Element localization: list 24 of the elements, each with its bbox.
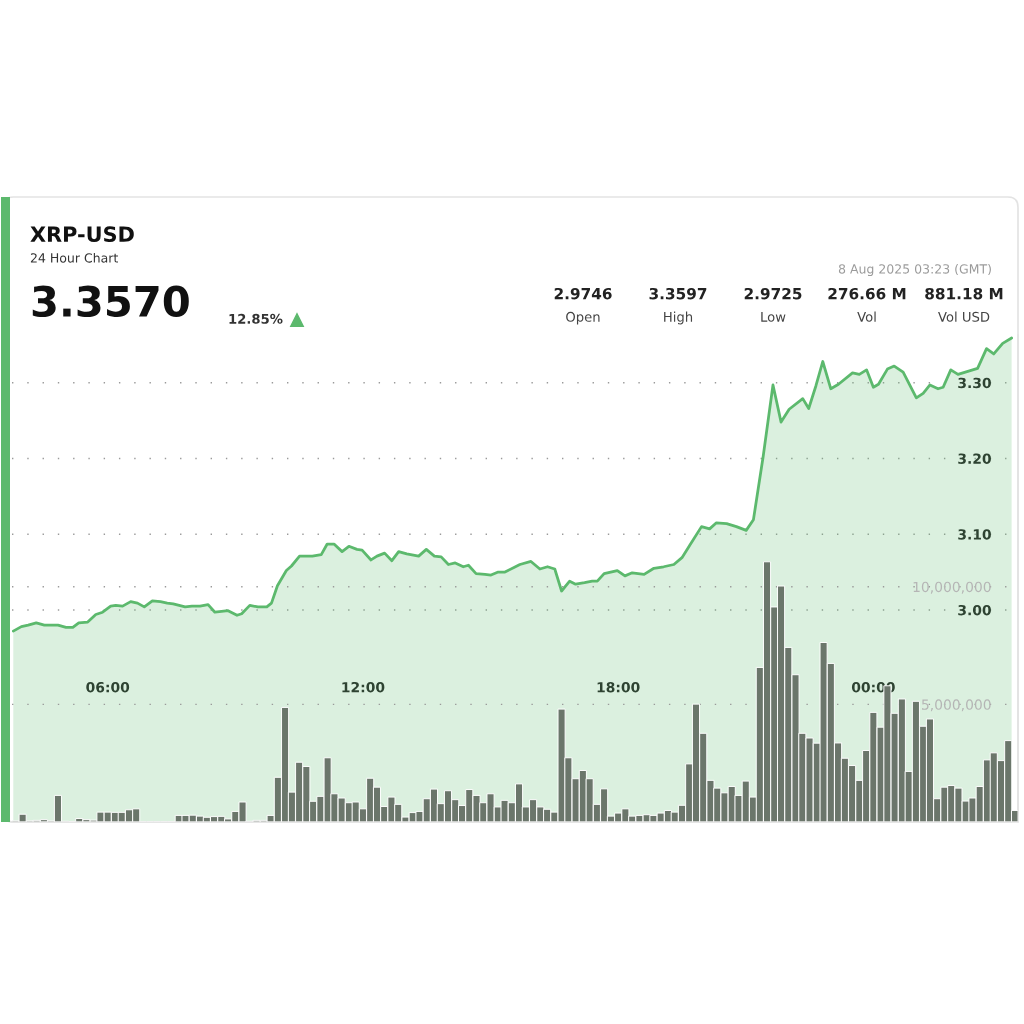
text: 3.3570 [32, 285, 189, 318]
chart-title: XRP-USD [30, 226, 134, 243]
text: Vol USD [938, 311, 990, 322]
text: 2.9725 [744, 287, 802, 300]
text: 881.18 M [925, 287, 1003, 300]
y2-tick-label: 5,000,000 [922, 699, 991, 712]
text: High [664, 311, 693, 325]
text: 3.3597 [649, 287, 707, 300]
text: 2.9746 [554, 287, 612, 300]
y-tick-label: 3.10 [958, 529, 991, 540]
x-tick-label: 06:00 [86, 681, 130, 693]
text: 8 Aug 2025 03:23 (GMT) [838, 263, 991, 277]
y2-tick-label: 10,000,000 [913, 581, 991, 594]
text: Open [566, 311, 600, 325]
text: 12.85% [229, 313, 283, 324]
text: Low [761, 312, 786, 322]
x-tick-label: 12:00 [342, 681, 385, 693]
y-tick-label: 3.20 [958, 453, 991, 464]
y-tick-label: 3.00 [958, 604, 991, 616]
x-tick-label: 18:00 [597, 681, 640, 693]
text: 276.66 M [828, 287, 906, 300]
chart-subtitle: 24 Hour Chart [30, 252, 119, 263]
text: Vol [857, 311, 876, 322]
y-tick-label: 3.30 [958, 377, 991, 389]
